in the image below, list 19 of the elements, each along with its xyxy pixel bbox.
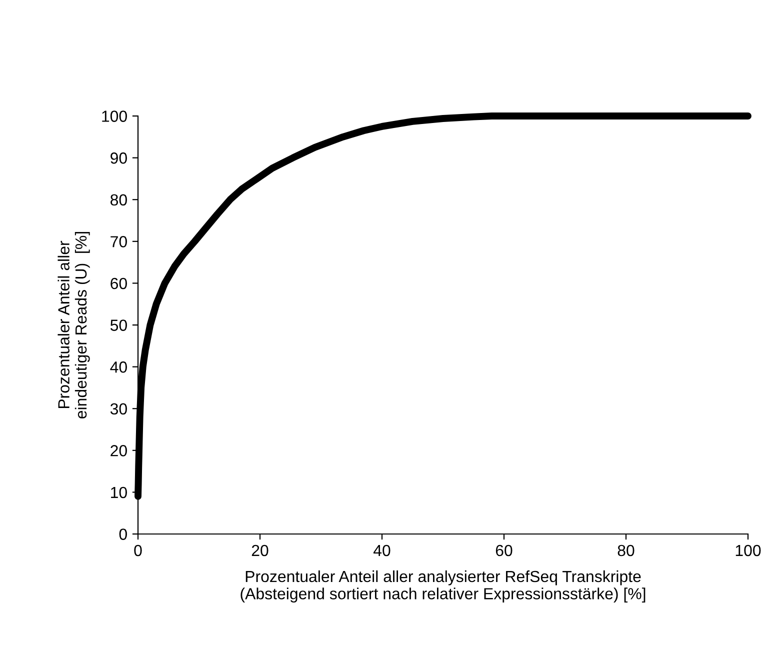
y-axis-title: Prozentualer Anteil aller eindeutiger Reads (U) [%] <box>58 232 90 418</box>
y-tick-label: 40 <box>110 361 127 373</box>
y-tick-label: 90 <box>110 152 127 164</box>
y-tick-label: 100 <box>102 110 127 122</box>
x-tick-label: 80 <box>618 544 634 556</box>
y-tick-label: 10 <box>111 486 127 498</box>
y-tick-label: 30 <box>110 403 127 415</box>
x-tick-label: 0 <box>134 544 142 556</box>
x-tick-label: 40 <box>373 544 390 556</box>
y-tick-label: 50 <box>110 320 127 331</box>
y-tick-label: 60 <box>110 278 127 290</box>
y-tick-label: 0 <box>119 528 127 540</box>
x-tick-label: 100 <box>736 544 761 556</box>
y-tick-label: 80 <box>110 194 127 206</box>
x-tick-label: 20 <box>252 544 268 556</box>
x-axis-title: Prozentualer Anteil aller analysierter RefSeq Transkripte (Absteigend sortiert nach relativer Expressionsstärke) [%] <box>240 570 646 603</box>
y-tick-label: 20 <box>110 445 127 456</box>
y-tick-label: 70 <box>110 236 127 248</box>
x-tick-label: 60 <box>496 544 512 556</box>
